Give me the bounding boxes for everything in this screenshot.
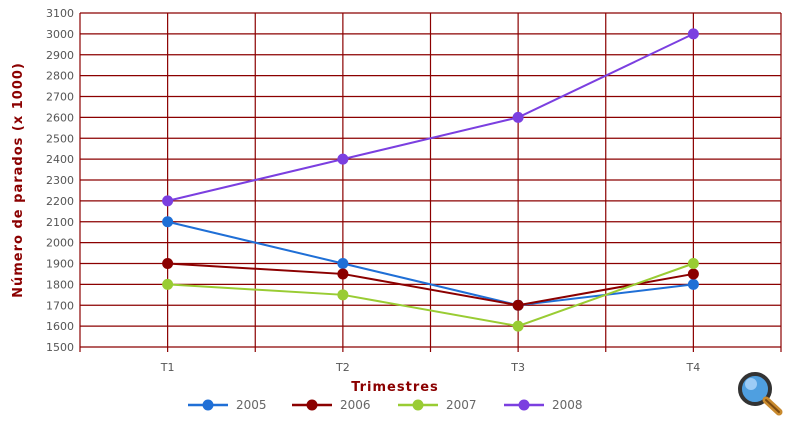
series-line-2006	[167, 262, 694, 307]
legend-label: 2008	[552, 398, 583, 412]
x-tick-label: T4	[686, 361, 701, 374]
legend-label: 2006	[340, 398, 371, 412]
legend-swatch-marker	[306, 399, 318, 411]
y-tick-label: 2900	[46, 49, 74, 62]
data-point-2007[interactable]	[687, 258, 699, 269]
y-tick-label: 2700	[46, 91, 74, 104]
data-point-2006[interactable]	[687, 268, 699, 280]
legend-label: 2007	[446, 398, 477, 412]
y-tick-label: 1800	[46, 278, 74, 291]
data-point-2006[interactable]	[337, 268, 349, 280]
series-line-2008	[167, 32, 694, 202]
y-tick-label: 2200	[46, 195, 74, 208]
data-point-2005[interactable]	[687, 278, 699, 290]
y-tick-label: 1500	[46, 341, 74, 354]
data-point-2005[interactable]	[337, 258, 349, 269]
magnifier-icon[interactable]	[735, 370, 785, 416]
y-tick-label: 2400	[46, 153, 74, 166]
y-axis-ticks: 1500 1600 1700 1800 1900 2000 2100 2200 2300 2400…	[46, 7, 74, 354]
legend-label: 2005	[236, 398, 267, 412]
data-point-2006[interactable]	[162, 258, 174, 269]
data-point-2008[interactable]	[512, 111, 524, 123]
y-axis-title: Número de parados (x 1000)	[11, 62, 26, 298]
y-tick-label: 1700	[46, 299, 74, 312]
legend-swatch-marker	[412, 399, 424, 411]
data-point-2008[interactable]	[162, 195, 174, 207]
y-tick-label: 2600	[46, 111, 74, 124]
x-axis-ticks: T1 T2 T3 T4	[160, 361, 700, 374]
y-tick-label: 3100	[46, 7, 74, 20]
y-tick-label: 3000	[46, 28, 74, 41]
data-point-2008[interactable]	[337, 153, 349, 165]
legend-swatch-marker	[202, 399, 214, 411]
series-line-2007	[167, 262, 694, 328]
y-tick-label: 2300	[46, 174, 74, 187]
data-point-2007[interactable]	[162, 278, 174, 290]
x-tick-label: T3	[510, 361, 525, 374]
y-tick-label: 2800	[46, 70, 74, 83]
legend-swatch-marker	[518, 399, 530, 411]
data-point-2007[interactable]	[337, 289, 349, 301]
x-tick-label: T2	[335, 361, 350, 374]
x-tick-label: T1	[160, 361, 175, 374]
chart-series	[162, 28, 699, 332]
chart-grid	[79, 12, 782, 352]
y-tick-label: 1900	[46, 258, 74, 271]
data-point-2005[interactable]	[162, 216, 174, 228]
x-axis-title: Trimestres	[351, 380, 439, 395]
y-tick-label: 1600	[46, 320, 74, 333]
data-point-2006[interactable]	[512, 299, 524, 311]
y-tick-label: 2100	[46, 216, 74, 229]
data-point-2008[interactable]	[687, 28, 699, 40]
chart-legend: 2005 2006 2007 2008	[188, 398, 583, 412]
data-point-2007[interactable]	[512, 320, 524, 332]
y-tick-label: 2500	[46, 132, 74, 145]
y-tick-label: 2000	[46, 237, 74, 250]
